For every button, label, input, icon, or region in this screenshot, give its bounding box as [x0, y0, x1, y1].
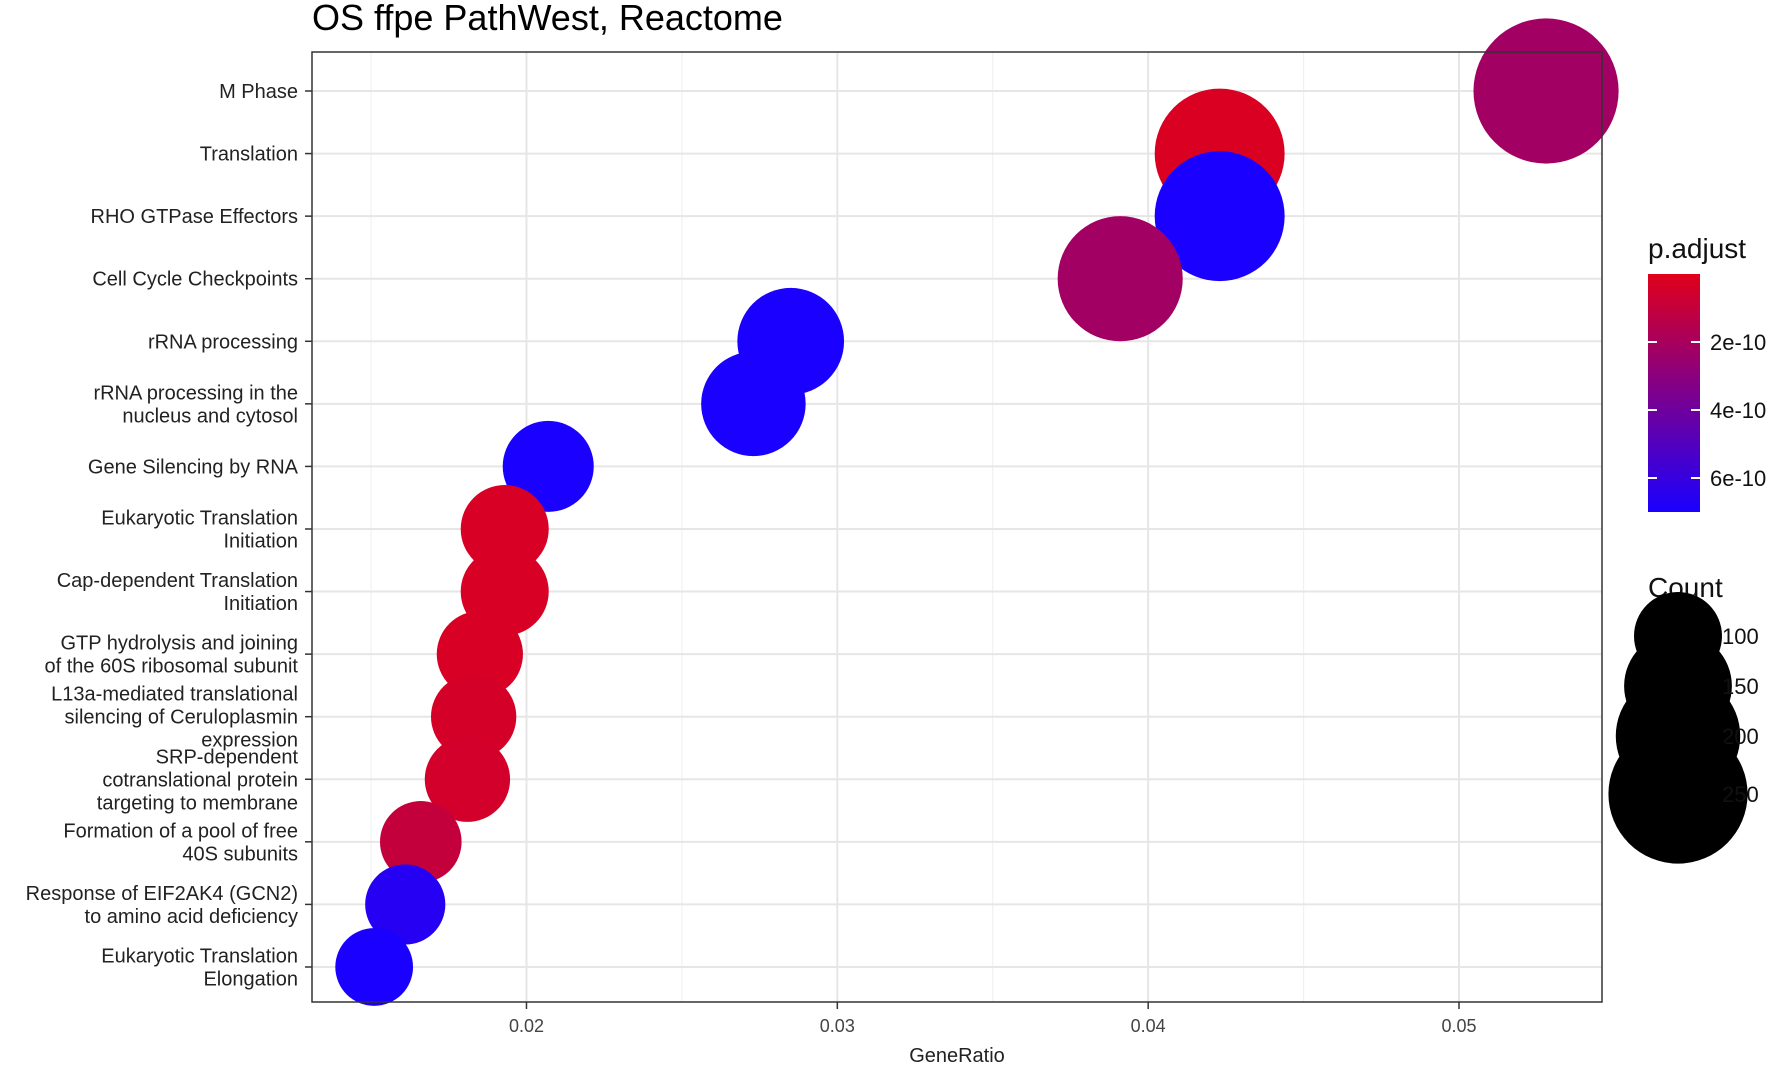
y-tick-label: silencing of Ceruloplasmin — [65, 707, 298, 729]
y-tick-label: rRNA processing — [148, 331, 298, 353]
y-tick-label: Initiation — [224, 530, 299, 552]
x-axis: 0.02 0.03 0.04 0.05 — [509, 1002, 1477, 1036]
color-legend-label: 4e-10 — [1710, 398, 1766, 423]
data-points — [335, 18, 1619, 1006]
y-tick-label: Response of EIF2AK4 (GCN2) — [26, 883, 298, 905]
x-tick-label: 0.05 — [1441, 1016, 1476, 1036]
size-legend-label: 150 — [1722, 674, 1759, 699]
y-tick-label: nucleus and cytosol — [122, 405, 298, 427]
data-point — [335, 928, 414, 1006]
y-tick-label: RHO GTPase Effectors — [91, 206, 298, 228]
y-tick-label: L13a-mediated translational — [51, 684, 298, 706]
y-tick-label: targeting to membrane — [97, 792, 298, 814]
color-bar — [1648, 274, 1700, 512]
size-legend-key — [1608, 724, 1748, 864]
data-point — [424, 736, 511, 822]
size-legend-label: 200 — [1722, 724, 1759, 749]
x-axis-title: GeneRatio — [909, 1045, 1005, 1065]
data-point — [1154, 151, 1285, 282]
size-legend-items: 100 150 200 250 — [1608, 592, 1759, 864]
data-point — [430, 674, 517, 760]
grid-lines — [312, 52, 1602, 1002]
y-tick-label: of the 60S ribosomal subunit — [45, 656, 299, 678]
x-tick-label: 0.04 — [1131, 1016, 1166, 1036]
color-legend: p.adjust 2e-10 4e-10 6e-10 — [1648, 233, 1766, 512]
data-point — [502, 420, 594, 512]
chart-title: OS ffpe PathWest, Reactome — [312, 0, 783, 38]
data-point — [701, 351, 806, 457]
data-point — [1057, 216, 1183, 342]
y-tick-label: Formation of a pool of free — [63, 820, 298, 842]
x-tick-label: 0.02 — [509, 1016, 544, 1036]
y-tick-label: SRP-dependent — [156, 746, 299, 768]
data-point — [365, 864, 446, 945]
y-tick-label: to amino acid deficiency — [85, 906, 298, 928]
y-tick-label: rRNA processing in the — [93, 382, 298, 404]
y-tick-label: Elongation — [203, 968, 298, 990]
y-tick-label: Gene Silencing by RNA — [88, 456, 299, 478]
color-legend-label: 2e-10 — [1710, 330, 1766, 355]
y-tick-label: Initiation — [224, 593, 299, 615]
data-point — [460, 484, 549, 573]
y-tick-label: Cap-dependent Translation — [57, 570, 298, 592]
y-tick-label: GTP hydrolysis and joining — [60, 633, 298, 655]
color-legend-title: p.adjust — [1648, 233, 1746, 264]
y-tick-label: Eukaryotic Translation — [101, 945, 298, 967]
color-legend-label: 6e-10 — [1710, 466, 1766, 491]
y-tick-label: 40S subunits — [182, 843, 298, 865]
y-tick-label: cotranslational protein — [102, 769, 298, 791]
data-point — [379, 801, 462, 883]
size-legend-label: 100 — [1722, 624, 1759, 649]
x-tick-label: 0.03 — [820, 1016, 855, 1036]
y-tick-label: Cell Cycle Checkpoints — [92, 269, 298, 291]
y-tick-label: Eukaryotic Translation — [101, 507, 298, 529]
y-axis: M Phase Translation RHO GTPase Effectors Ce… — [26, 81, 312, 990]
y-tick-label: expression — [201, 730, 298, 752]
plot-border — [311, 51, 1603, 1003]
y-tick-label: Translation — [200, 144, 298, 166]
size-legend-label: 250 — [1722, 782, 1759, 807]
data-point — [436, 611, 523, 698]
data-point — [1473, 18, 1619, 164]
color-legend-ticks: 2e-10 4e-10 6e-10 — [1648, 330, 1766, 491]
y-tick-label: M Phase — [219, 81, 298, 103]
